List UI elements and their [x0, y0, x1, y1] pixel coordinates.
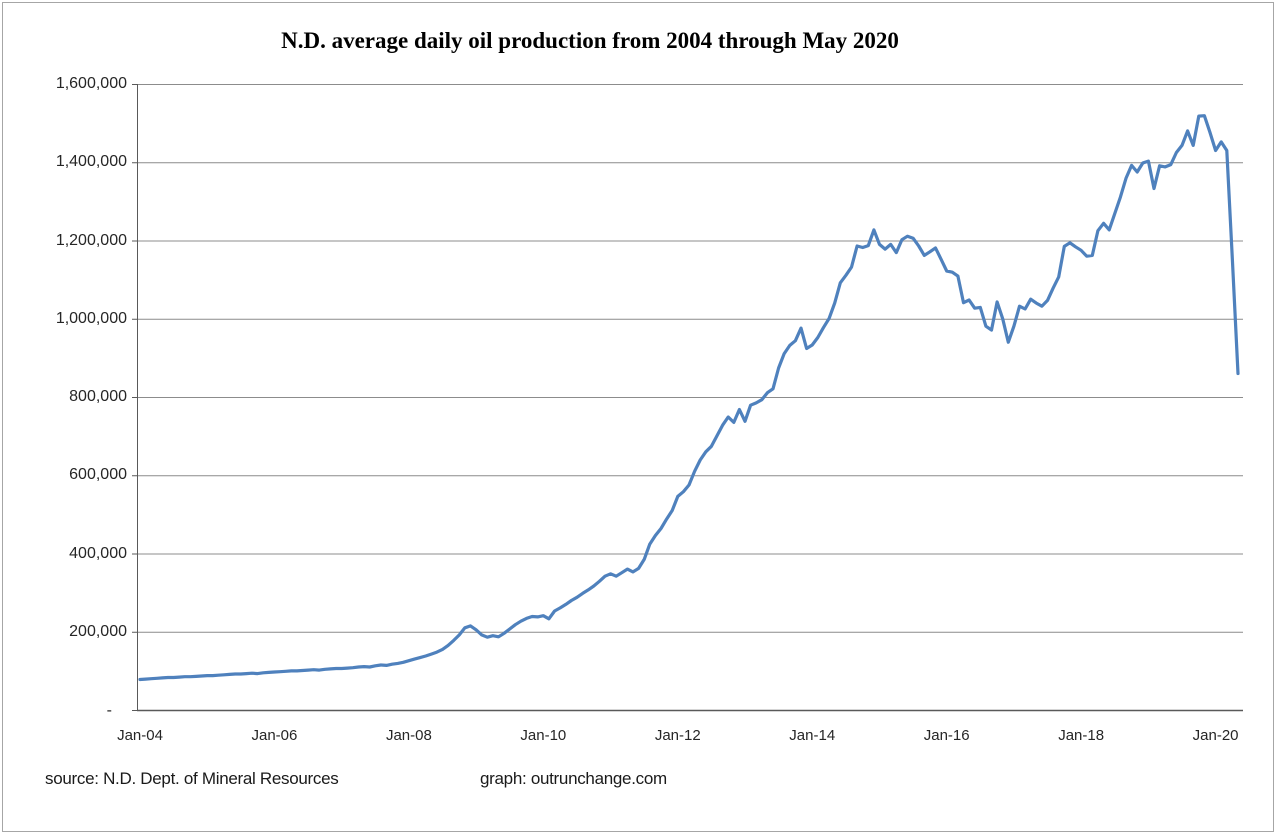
- y-axis-tick-label: 1,000,000: [55, 309, 127, 327]
- y-axis-tick-label: 1,400,000: [55, 153, 127, 171]
- y-axis-tick-label: 800,000: [69, 388, 127, 405]
- source-credit: source: N.D. Dept. of Mineral Resources: [45, 769, 339, 788]
- x-axis-tick-label: Jan-16: [923, 727, 970, 744]
- x-axis-tick-label: Jan-18: [1058, 727, 1105, 744]
- x-axis-tick-label: Jan-06: [251, 727, 298, 744]
- plot-area: [132, 84, 1243, 712]
- y-axis-tick-label: 200,000: [69, 622, 127, 640]
- x-axis-tick-label: Jan-04: [117, 727, 163, 744]
- y-axis-zero-label: -: [106, 702, 112, 719]
- chart-title: N.D. average daily oil production from 2…: [281, 28, 899, 53]
- y-axis-tick-label: 1,200,000: [55, 231, 127, 249]
- production-line-series: [138, 114, 1240, 682]
- x-axis-tick-label: Jan-14: [789, 727, 836, 744]
- x-axis-tick-label: Jan-12: [654, 727, 701, 744]
- x-axis-tick-label: Jan-10: [520, 727, 567, 744]
- y-axis-tick-label: 400,000: [69, 544, 127, 562]
- graph-credit: graph: outrunchange.com: [480, 769, 667, 788]
- x-axis-tick-label: Jan-20: [1192, 727, 1239, 744]
- y-axis-tick-label: 600,000: [69, 466, 127, 484]
- x-axis-tick-label: Jan-08: [385, 727, 432, 744]
- y-axis-tick-label: 1,600,000: [55, 75, 127, 92]
